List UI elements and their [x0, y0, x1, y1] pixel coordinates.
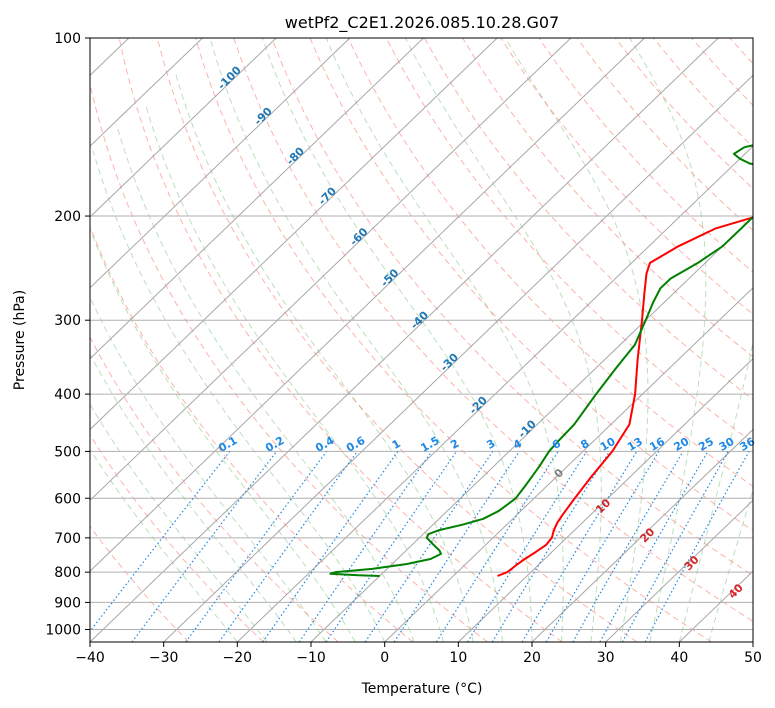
pressure-gridlines: [90, 38, 753, 630]
x-tick-label: 10: [449, 650, 467, 666]
moist-adiabat: [708, 488, 753, 642]
profile-lines: [329, 144, 753, 577]
mixing-ratio-line: [325, 451, 457, 642]
mixing-ratio-line: [131, 451, 278, 642]
temperature-profile: [497, 216, 753, 577]
moist-adiabat: [90, 353, 297, 642]
dewpoint-profile: [329, 144, 753, 577]
moist-adiabat: [678, 340, 753, 642]
isotherm: [90, 38, 277, 218]
isotherm: [310, 216, 753, 642]
mixing-ratio-line: [364, 451, 494, 642]
isotherm: [236, 145, 753, 642]
y-tick-label: 1000: [45, 622, 81, 638]
moist-adiabat: [261, 38, 533, 642]
y-tick-label: 100: [54, 31, 81, 47]
isotherm: [752, 641, 753, 642]
moist-adiabat: [90, 296, 327, 642]
x-tick-label: 20: [523, 650, 541, 666]
dry-adiabat: [118, 38, 563, 642]
moist-adiabat: [90, 448, 238, 642]
isotherm: [384, 287, 753, 642]
isotherms: [90, 38, 753, 642]
x-axis-label: Temperature (°C): [361, 681, 483, 697]
x-tick-label: 40: [670, 650, 688, 666]
y-tick-label: 600: [54, 491, 81, 507]
y-tick-label: 500: [54, 444, 81, 460]
moist-adiabat: [175, 73, 474, 642]
y-axis-label: Pressure (hPa): [12, 290, 28, 390]
moist-adiabat: [405, 38, 602, 642]
x-axis: −40 −30 −20 −10 0 10 20 30 40 50: [75, 642, 762, 666]
moist-adiabat: [629, 38, 707, 642]
isotherm: [90, 38, 645, 572]
x-tick-label: 50: [744, 650, 762, 666]
dry-adiabat: [90, 336, 339, 642]
mixing-ratio-line: [185, 451, 328, 642]
mixing-ratio-line: [218, 451, 358, 642]
mixing-ratio-line: [621, 451, 729, 642]
dry-adiabat: [156, 38, 638, 642]
mixing-ratio-line: [262, 451, 399, 642]
x-tick-label: −10: [296, 650, 326, 666]
y-tick-label: 400: [54, 387, 81, 403]
isotherm: [605, 499, 753, 642]
isotherm: [90, 38, 351, 289]
moist-adiabat: [90, 227, 356, 642]
moist-adiabat: [209, 38, 503, 642]
x-tick-label: −20: [223, 650, 253, 666]
dry-adiabat: [90, 81, 488, 642]
x-tick-label: 0: [380, 650, 389, 666]
isotherm: [90, 38, 719, 642]
moist-adiabat: [504, 38, 649, 642]
x-tick-label: −40: [75, 650, 105, 666]
isotherm: [90, 38, 572, 502]
plot-frame: [89, 37, 754, 643]
moist-adiabat: [325, 38, 564, 642]
plot-background: [90, 38, 753, 642]
mixing-ratio-line: [298, 451, 433, 642]
y-tick-label: 200: [54, 209, 81, 225]
mixing-ratio-line: [599, 451, 709, 642]
y-tick-label: 900: [54, 595, 81, 611]
mixing-ratio-line: [435, 451, 559, 642]
isotherm: [457, 357, 753, 642]
y-axis: 100 200 300 400 500 600 700 800 900 1000: [45, 31, 90, 638]
isotherm: [163, 74, 753, 642]
mixing-ratio-line: [491, 451, 611, 642]
mixing-ratio-line: [644, 451, 750, 642]
moist-adiabat: [145, 105, 445, 642]
dry-adiabat: [768, 38, 775, 642]
x-tick-label: 30: [597, 650, 615, 666]
mixing-ratio-line: [393, 451, 520, 642]
y-tick-label: 300: [54, 313, 81, 329]
isotherm: [90, 38, 424, 360]
x-tick-label: −30: [149, 650, 179, 666]
chart-title: wetPf2_C2E1.2026.085.10.28.G07: [285, 13, 559, 33]
isotherm: [90, 38, 498, 431]
y-tick-label: 700: [54, 531, 81, 547]
isotherm: [90, 38, 203, 147]
mixing-ratio-lines: [90, 451, 750, 642]
y-tick-label: 800: [54, 565, 81, 581]
isotherm: [531, 428, 753, 642]
